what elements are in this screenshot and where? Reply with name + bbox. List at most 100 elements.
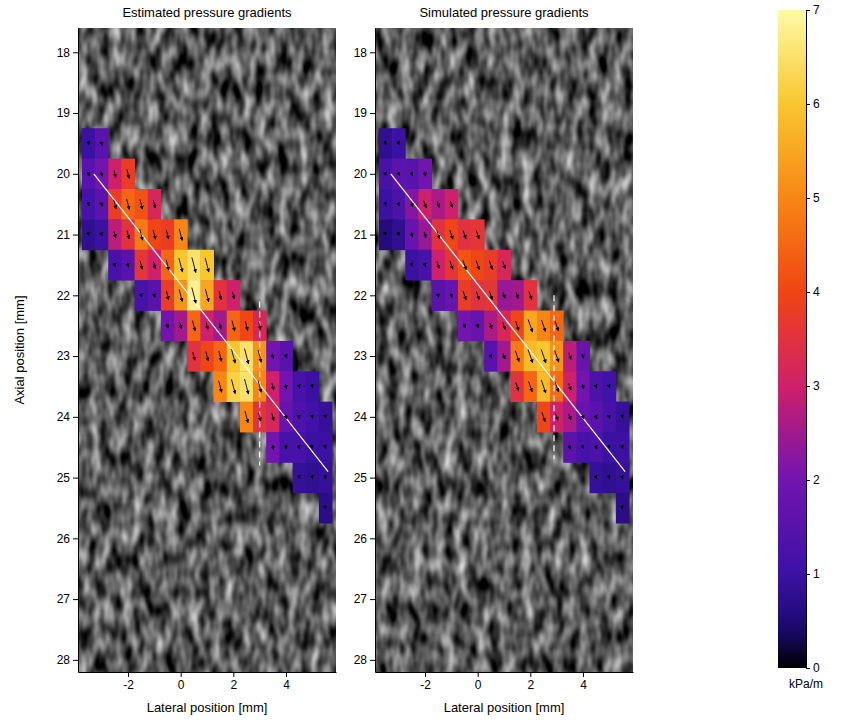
colorbar-tick-label: 3 (813, 379, 820, 393)
gradient-arrow (219, 291, 221, 299)
gradient-arrow (463, 260, 466, 269)
gradient-arrow (385, 234, 386, 235)
heat-cell (550, 341, 564, 372)
heat-cell (484, 250, 498, 281)
x-tick-label: 4 (580, 678, 587, 692)
gradient-arrow (272, 413, 274, 420)
heat-cell (550, 311, 564, 342)
gradient-arrow (541, 380, 546, 393)
background-image (375, 28, 633, 672)
gradient-arrow (515, 351, 519, 362)
heat-cell (405, 159, 419, 190)
gradient-arrow (114, 264, 116, 267)
heat-cell (563, 371, 577, 402)
gradient-arrow (464, 323, 466, 328)
gradient-arrow (101, 202, 103, 206)
gradient-arrow (424, 172, 426, 177)
heat-cell (319, 462, 333, 493)
heat-cell (227, 280, 241, 311)
y-tick-mark (370, 174, 375, 175)
heat-cell (187, 250, 201, 281)
heat-cell (306, 402, 320, 433)
x-tick: 0 (178, 672, 185, 692)
heat-cell (108, 250, 122, 281)
y-tick: 22 (57, 289, 78, 303)
gradient-arrow (140, 294, 142, 297)
heat-cell (240, 341, 254, 372)
gradient-arrow (232, 349, 236, 363)
gradient-arrow (503, 353, 505, 359)
heat-cell (135, 219, 149, 250)
gradient-arrow (476, 231, 479, 239)
gradient-arrow (88, 203, 90, 206)
heat-cell (524, 311, 538, 342)
heat-cell (306, 462, 320, 493)
heat-cell (148, 189, 162, 220)
heat-cell (108, 189, 122, 220)
x-tick-label: -2 (123, 678, 134, 692)
gradient-arrow (555, 413, 557, 420)
heat-cell (524, 371, 538, 402)
gradient-arrow (569, 383, 571, 390)
centerline (94, 174, 328, 472)
heat-cell (200, 280, 214, 311)
colorbar-tick: 4 (806, 285, 820, 299)
x-tick: -2 (123, 672, 134, 692)
heat-cell (418, 250, 432, 281)
y-tick-label: 21 (354, 228, 368, 242)
x-axis-title: Lateral position [mm] (147, 700, 268, 715)
gradient-arrow (231, 379, 235, 393)
heat-cell (214, 341, 228, 372)
heat-cell (82, 159, 96, 190)
y-tick: 23 (354, 349, 375, 363)
colorbar-tick: 0 (806, 661, 820, 675)
colorbar: 01234567kPa/m (778, 3, 823, 691)
gradient-arrow (245, 379, 249, 394)
gradient-arrow (450, 201, 452, 208)
colorbar-tick-mark (806, 104, 810, 105)
gradient-arrow (311, 416, 313, 419)
heat-cell (432, 250, 446, 281)
gradient-arrow (88, 172, 90, 175)
heat-cell (200, 311, 214, 342)
y-tick: 26 (354, 532, 375, 546)
y-tick-mark (73, 356, 78, 357)
gradient-arrow (569, 445, 570, 449)
y-tick-mark (370, 538, 375, 539)
y-tick-label: 26 (354, 532, 368, 546)
x-axis: -2024 (79, 672, 337, 692)
heat-cell (240, 371, 254, 402)
y-tick-label: 22 (57, 289, 71, 303)
y-tick: 25 (354, 471, 375, 485)
heat-cell (279, 432, 293, 463)
gradient-arrow (325, 507, 326, 509)
colorbar-tick-mark (806, 198, 810, 199)
y-tick: 18 (57, 46, 78, 60)
heat-cell (537, 341, 551, 372)
x-tick-mark (181, 672, 182, 677)
y-tick-label: 23 (57, 349, 71, 363)
gradient-arrow (489, 291, 492, 299)
heat-cell (432, 219, 446, 250)
gradient-arrow (127, 169, 129, 178)
plot-area (375, 28, 633, 672)
gradient-arrow (298, 477, 300, 479)
heat-cell (524, 280, 538, 311)
heat-cell (418, 189, 432, 220)
y-tick-mark (370, 599, 375, 600)
y-tick-mark (73, 295, 78, 296)
heat-cell (405, 219, 419, 250)
gradient-arrow (437, 262, 439, 269)
gradient-arrow (385, 203, 387, 205)
colorbar-tick-mark (806, 386, 810, 387)
y-axis: 1819202122232425262728 (354, 29, 376, 673)
gradient-arrow (167, 323, 168, 328)
background-image (78, 28, 336, 672)
heat-cell (511, 280, 525, 311)
heat-cell (266, 432, 280, 463)
colorbar-tick: 6 (806, 97, 820, 111)
heat-cell (432, 280, 446, 311)
colorbar-tick: 3 (806, 379, 820, 393)
colorbar-tick-label: 5 (813, 191, 820, 205)
gradient-arrow (528, 350, 533, 363)
